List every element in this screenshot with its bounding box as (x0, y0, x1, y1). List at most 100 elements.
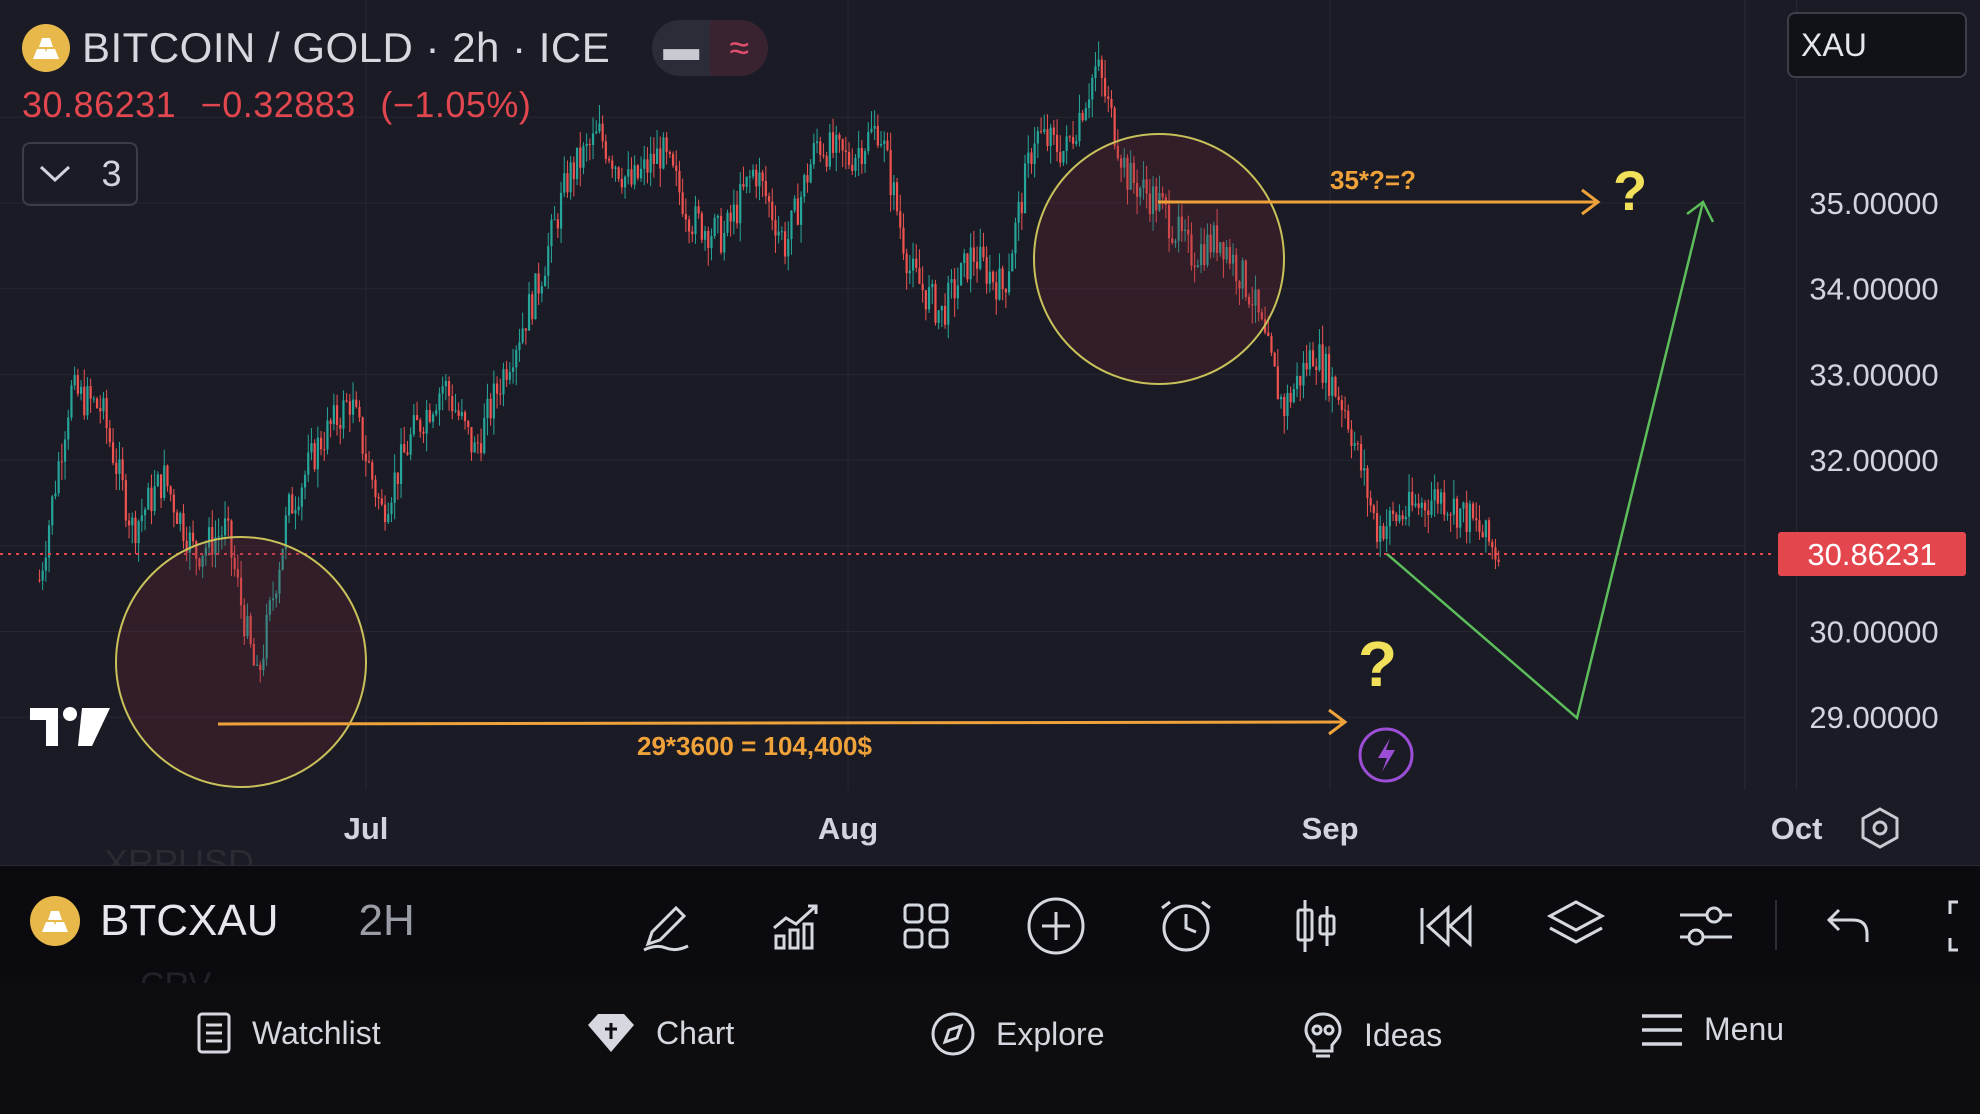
candle-body (179, 513, 182, 524)
candle-body (783, 231, 787, 257)
candle-body (1001, 268, 1004, 290)
nav-watchlist[interactable]: Watchlist (196, 1011, 381, 1055)
candle-body (908, 270, 911, 274)
add-icon[interactable] (1020, 890, 1092, 962)
candle-body (966, 253, 969, 280)
chart-area[interactable]: 35*?=? 29*3600 = 104,400$ ? ? 35.00000 34… (0, 0, 1980, 865)
replay-icon[interactable] (1410, 890, 1482, 962)
bottom-navigation: Watchlist Chart Explore Ideas Menu (0, 983, 1980, 1114)
candle-body (764, 180, 767, 197)
candle-body (611, 160, 614, 169)
symbol-header[interactable]: BITCOIN / GOLD · 2h · ICE ▬ ≈ (22, 20, 769, 76)
candle-body (835, 134, 838, 153)
candle-body (1011, 253, 1014, 272)
candle-body (307, 452, 310, 475)
candle-body (1459, 508, 1462, 528)
candle-body (582, 146, 585, 168)
candle-body (1321, 344, 1324, 383)
candle-body (998, 268, 1001, 300)
candle-body (838, 134, 841, 140)
candle-body (319, 437, 323, 450)
candle-body (1036, 131, 1039, 144)
candle-body (1414, 503, 1417, 506)
candle-body (492, 383, 495, 419)
nav-chart[interactable]: Chart (586, 1011, 734, 1055)
candlestick-series (38, 41, 1500, 683)
candle-body (1401, 515, 1404, 520)
candle-body (636, 165, 639, 179)
candle-body (716, 215, 719, 218)
candle-body (614, 167, 617, 169)
fullscreen-icon[interactable] (1928, 890, 1968, 962)
settings-sliders-icon[interactable] (1670, 890, 1742, 962)
candle-body (1174, 240, 1177, 243)
candle-body (1151, 186, 1155, 215)
collapse-icon[interactable]: ▬ (663, 27, 700, 68)
candle-body (303, 474, 307, 488)
candle-body (1139, 188, 1142, 197)
chart-mode-toggle[interactable]: ▬ ≈ (652, 20, 769, 76)
candle-body (723, 232, 726, 253)
lightning-event-icon[interactable] (1358, 727, 1414, 783)
candle-body (697, 206, 700, 214)
candle-body (947, 282, 950, 325)
candle-body (147, 487, 150, 510)
candle-body (1315, 366, 1318, 371)
candle-body (377, 497, 380, 499)
candle-body (534, 273, 537, 320)
candle-body (1199, 244, 1203, 266)
nav-explore-label: Explore (996, 1015, 1105, 1052)
candle-body (1007, 271, 1011, 293)
indicators-collapse-button[interactable]: 3 (22, 142, 138, 206)
candle-body (1177, 216, 1180, 241)
candle-body (473, 442, 476, 453)
candle-body (47, 525, 51, 558)
symbol-search-input[interactable]: XAU (1787, 12, 1967, 78)
layers-icon[interactable] (1540, 890, 1612, 962)
toolbar-interval[interactable]: 2H (358, 896, 415, 945)
candle-body (220, 535, 223, 537)
price-change: −0.32883 (200, 84, 356, 125)
chart-settings-icon[interactable] (1858, 806, 1902, 855)
candle-body (1385, 526, 1388, 539)
wave-icon[interactable]: ≈ (710, 20, 769, 76)
candle-body (422, 431, 425, 434)
candle-body (115, 462, 118, 474)
candle-body (988, 271, 991, 284)
candle-body (915, 258, 918, 268)
symbol-selector[interactable]: BTCXAU 2H (30, 896, 415, 946)
candle-body (1033, 143, 1036, 165)
candle-body (51, 496, 54, 526)
candle-body (383, 504, 387, 523)
candle-body (239, 577, 243, 606)
candle-body (467, 421, 470, 428)
candle-body (1302, 362, 1305, 386)
candle-body (719, 215, 723, 253)
candle-body (111, 442, 115, 463)
nav-explore[interactable]: Explore (930, 1011, 1105, 1057)
candle-body (1273, 352, 1276, 367)
chart-type-icon[interactable] (1280, 890, 1352, 962)
nav-menu[interactable]: Menu (1640, 1011, 1784, 1048)
candle-body (1235, 254, 1238, 282)
candle-body (694, 206, 697, 235)
candle-body (796, 198, 799, 225)
candle-body (655, 148, 659, 164)
candle-body (831, 132, 835, 153)
toolbar-symbol[interactable]: BTCXAU (100, 896, 279, 945)
price-change-row: 30.86231 −0.32883 (−1.05%) (22, 84, 545, 126)
candle-body (927, 287, 931, 310)
nav-watchlist-label: Watchlist (252, 1014, 381, 1051)
draw-icon[interactable] (630, 890, 702, 962)
candle-body (214, 537, 217, 555)
candle-body (169, 486, 172, 495)
nav-ideas[interactable]: Ideas (1302, 1011, 1442, 1059)
alert-icon[interactable] (1150, 890, 1222, 962)
candle-body (1155, 186, 1158, 211)
candle-body (771, 201, 774, 221)
layout-grid-icon[interactable] (890, 890, 962, 962)
undo-icon[interactable] (1812, 890, 1884, 962)
chart-canvas[interactable]: 35*?=? 29*3600 = 104,400$ ? ? 35.00000 34… (0, 0, 1980, 865)
indicators-icon[interactable] (760, 890, 832, 962)
candle-body (854, 157, 857, 171)
